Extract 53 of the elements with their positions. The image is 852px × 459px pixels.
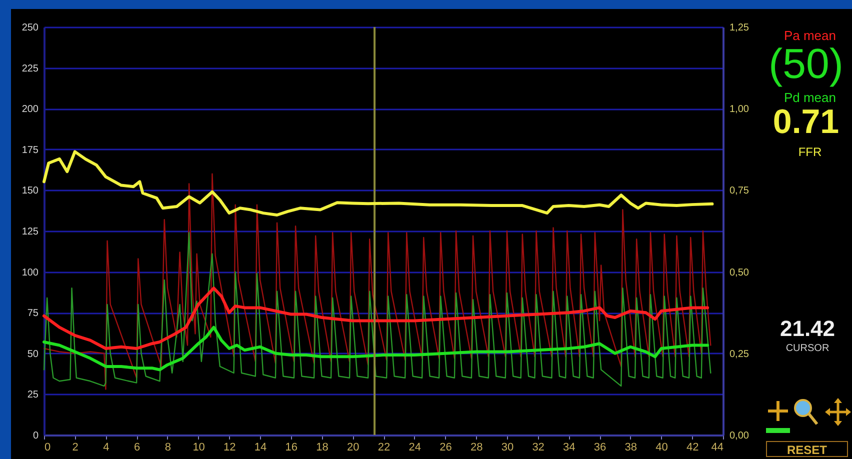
x-tick-label: 10 [192, 442, 205, 454]
x-tick-label: 34 [563, 442, 576, 454]
x-tick-label: 20 [347, 442, 360, 454]
x-tick-label: 24 [408, 442, 421, 454]
text: 21.42 [778, 316, 836, 342]
y-tick-label: 50 [27, 348, 39, 360]
y-tick-label: 25 [27, 390, 39, 401]
line-series [42, 286, 710, 350]
x-tick-label: 36 [594, 442, 606, 454]
y2-tick-label: 0,25 [730, 348, 750, 360]
text: 0.71 [772, 103, 840, 142]
x-tick-label: 40 [656, 442, 668, 454]
reset-button[interactable]: RESET [766, 441, 848, 457]
y-tick-label: 75 [27, 308, 39, 320]
line-series [43, 232, 712, 387]
x-tick-label: 32 [532, 442, 544, 454]
x-tick-label: 2 [72, 442, 78, 454]
x-tick-label: 44 [711, 442, 724, 454]
x-tick-label: 26 [440, 442, 452, 454]
y-tick-label: 100 [22, 267, 39, 278]
text: Pd mean [782, 90, 838, 105]
x-tick-label: 8 [164, 442, 172, 454]
y-tick-label: 125 [22, 226, 39, 238]
y-tick-label: 200 [22, 104, 39, 116]
y-tick-label: 250 [22, 22, 39, 34]
line-series [42, 326, 710, 372]
text: CURSOR [784, 343, 830, 354]
x-tick-label: 16 [285, 442, 298, 454]
y-tick-label: 0 [32, 430, 39, 442]
x-tick-label: 12 [224, 442, 236, 454]
y-tick-label: 175 [22, 144, 39, 156]
x-tick-label: 38 [624, 442, 638, 454]
y2-tick-label: 0,75 [730, 186, 750, 197]
y2-tick-label: 0,00 [730, 430, 750, 442]
y-tick-label: 225 [22, 63, 39, 74]
text: FFR [797, 145, 823, 159]
line-series [42, 150, 714, 217]
text: (50) [768, 40, 844, 88]
x-tick-label: 4 [103, 442, 110, 454]
x-tick-label: 30 [501, 442, 514, 454]
x-tick-label: 14 [254, 442, 267, 454]
x-tick-label: 0 [44, 442, 51, 454]
y2-tick-label: 1,00 [730, 104, 750, 116]
line-series [43, 173, 712, 390]
x-tick-label: 28 [470, 442, 483, 454]
x-tick-label: 18 [316, 442, 328, 454]
y-tick-label: 150 [22, 186, 39, 197]
text: Pa mean [782, 28, 838, 43]
y2-tick-label: 0,50 [730, 267, 750, 278]
y2-tick-label: 1,25 [730, 22, 750, 34]
x-tick-label: 42 [686, 442, 699, 454]
x-tick-label: 6 [134, 442, 140, 454]
x-tick-label: 22 [378, 442, 390, 454]
